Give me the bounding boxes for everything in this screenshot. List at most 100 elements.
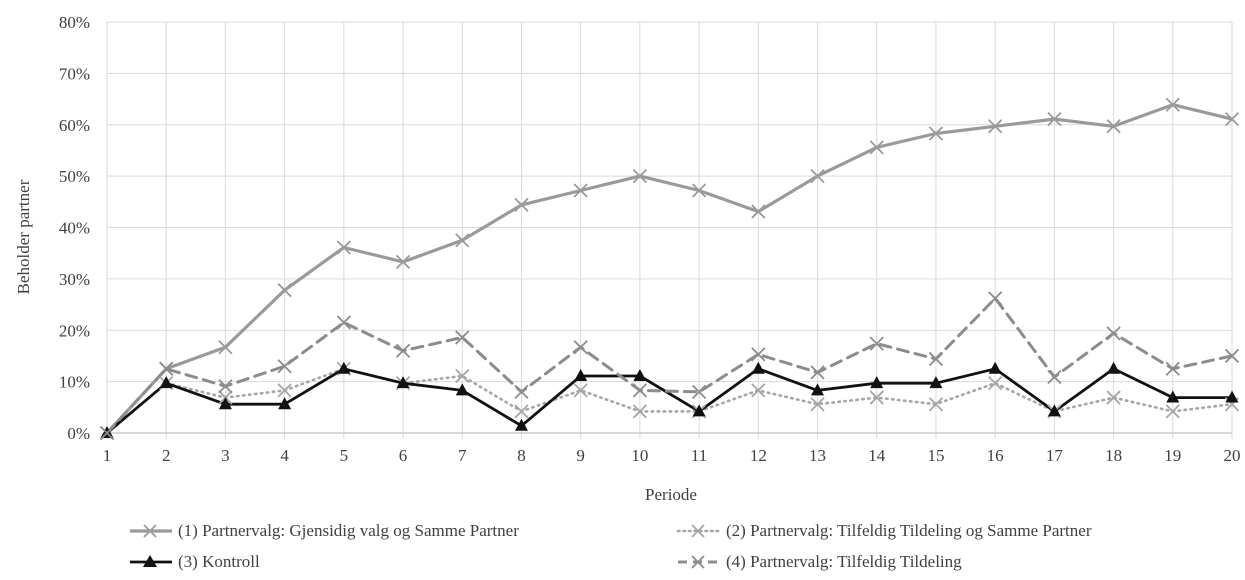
data-point-series-1 xyxy=(455,233,470,248)
legend-swatch-series-4 xyxy=(678,555,720,569)
data-point-series-4 xyxy=(1165,361,1180,376)
y-tick-label: 70% xyxy=(59,64,90,83)
x-tick-label: 6 xyxy=(399,446,408,465)
x-tick-label: 1 xyxy=(103,446,112,465)
data-point-series-1 xyxy=(218,340,233,355)
legend: (1) Partnervalg: Gjensidig valg og Samme… xyxy=(0,516,1245,580)
x-tick-label: 10 xyxy=(631,446,648,465)
data-point-series-3 xyxy=(1047,404,1061,417)
x-tick-label: 19 xyxy=(1164,446,1181,465)
x-tick-labels: 1 2 3 4 5 6 7 8 9 10 11 12 13 14 15 16 17 18 19 20 xyxy=(103,446,1241,465)
data-point-series-3 xyxy=(811,383,825,396)
legend-label-series-4: (4) Partnervalg: Tilfeldig Tildeling xyxy=(726,552,962,571)
data-point-series-1 xyxy=(691,183,707,198)
data-point-series-1 xyxy=(336,240,351,255)
data-point-series-4 xyxy=(573,340,588,355)
x-tick-label: 5 xyxy=(340,446,349,465)
x-tick-label: 14 xyxy=(868,446,886,465)
data-point-series-4 xyxy=(1224,348,1240,364)
y-tick-label: 10% xyxy=(59,373,90,392)
data-point-series-3 xyxy=(574,368,588,381)
data-point-series-1 xyxy=(277,283,292,298)
x-tick-label: 20 xyxy=(1224,446,1241,465)
legend-swatch-series-3 xyxy=(130,555,172,567)
data-point-series-4 xyxy=(336,315,351,330)
data-point-series-3 xyxy=(1225,390,1239,403)
data-point-series-2 xyxy=(277,383,292,398)
data-point-series-4 xyxy=(455,330,470,345)
data-point-series-4 xyxy=(277,359,292,374)
x-axis-label: Periode xyxy=(645,485,697,504)
data-point-series-1 xyxy=(1047,111,1062,127)
data-point-series-1 xyxy=(810,168,825,184)
legend-item-series-2: (2) Partnervalg: Tilfeldig Tildeling og … xyxy=(676,518,1091,544)
legend-item-series-1: (1) Partnervalg: Gjensidig valg og Samme… xyxy=(128,518,519,544)
data-point-series-2 xyxy=(455,368,470,384)
series-line-3 xyxy=(105,367,1234,435)
data-point-series-4 xyxy=(99,425,115,441)
data-point-series-1 xyxy=(395,254,411,270)
data-point-series-1 xyxy=(573,183,588,198)
y-tick-label: 30% xyxy=(59,270,90,289)
legend-swatch-series-1 xyxy=(130,524,172,538)
y-tick-labels: 0% 10% 20% 30% 40% 50% 60% 70% 80% xyxy=(59,13,90,443)
data-point-series-4 xyxy=(869,336,884,351)
x-tick-label: 2 xyxy=(162,446,171,465)
data-point-series-1 xyxy=(751,204,766,219)
x-tick-label: 18 xyxy=(1105,446,1122,465)
data-point-series-2 xyxy=(1165,404,1180,419)
x-tick-label: 12 xyxy=(750,446,767,465)
data-point-series-2 xyxy=(988,376,1003,391)
data-point-series-4 xyxy=(928,351,944,367)
series-lines xyxy=(105,103,1234,435)
data-point-series-3 xyxy=(1166,390,1180,403)
data-point-series-2 xyxy=(928,397,944,412)
data-point-series-1 xyxy=(1165,97,1180,112)
x-tick-label: 15 xyxy=(927,446,944,465)
series-line-2 xyxy=(105,367,1234,435)
data-point-series-3 xyxy=(692,404,706,417)
legend-item-series-4: (4) Partnervalg: Tilfeldig Tildeling xyxy=(676,549,962,575)
data-point-series-3 xyxy=(870,376,884,389)
data-point-series-1 xyxy=(514,197,529,213)
series-line-4 xyxy=(105,296,1234,435)
data-point-series-2 xyxy=(514,404,529,419)
y-tick-label: 50% xyxy=(59,167,90,186)
data-point-series-3 xyxy=(455,383,469,396)
data-point-series-2 xyxy=(810,397,825,412)
data-point-series-2 xyxy=(573,383,588,398)
legend-label-series-2: (2) Partnervalg: Tilfeldig Tildeling og … xyxy=(726,521,1092,540)
x-tick-label: 3 xyxy=(221,446,230,465)
data-point-series-3 xyxy=(218,397,232,410)
data-point-series-1 xyxy=(1106,119,1121,134)
data-point-series-3 xyxy=(929,376,943,389)
x-tick-label: 8 xyxy=(517,446,526,465)
y-tick-label: 60% xyxy=(59,116,90,135)
y-tick-label: 80% xyxy=(59,13,90,32)
data-point-series-4 xyxy=(395,343,411,358)
x-tick-label: 9 xyxy=(576,446,585,465)
data-point-series-1 xyxy=(869,140,884,155)
data-point-series-3 xyxy=(396,376,410,389)
data-point-series-2 xyxy=(751,383,766,398)
data-point-series-4 xyxy=(1106,326,1121,341)
data-point-series-4 xyxy=(810,365,825,380)
data-point-series-2 xyxy=(632,404,648,419)
x-tick-label: 17 xyxy=(1046,446,1064,465)
data-point-series-1 xyxy=(632,168,648,184)
data-point-series-4 xyxy=(988,291,1003,306)
legend-swatch-series-2 xyxy=(676,524,722,538)
series-line-1 xyxy=(105,103,1234,435)
data-point-series-3 xyxy=(988,361,1002,374)
data-point-series-4 xyxy=(751,347,766,362)
x-tick-label: 16 xyxy=(987,446,1004,465)
data-point-series-3 xyxy=(337,361,351,374)
data-point-series-2 xyxy=(869,390,884,405)
data-point-series-3 xyxy=(278,397,292,410)
data-point-series-3 xyxy=(159,376,173,389)
gridlines xyxy=(107,21,1232,383)
data-point-series-2 xyxy=(1106,390,1121,405)
series-markers xyxy=(99,97,1240,441)
data-point-series-3 xyxy=(751,361,765,374)
data-point-series-3 xyxy=(514,418,528,431)
